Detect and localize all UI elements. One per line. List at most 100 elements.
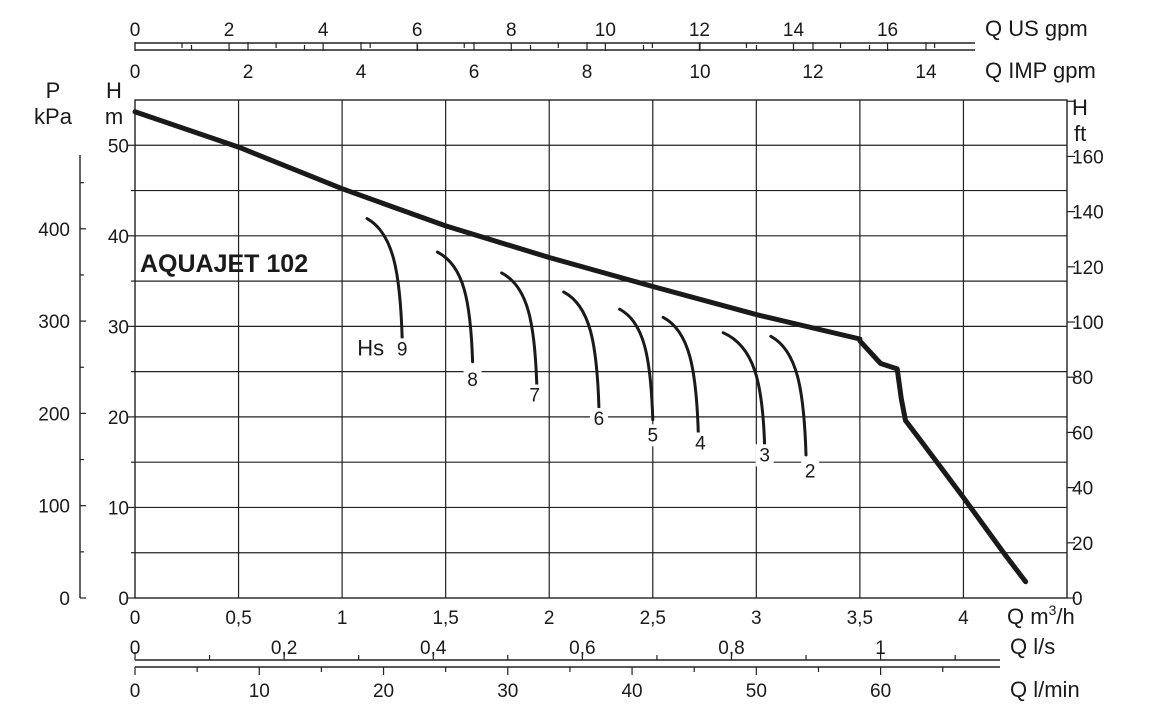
suction-prefix-label: Hs: [357, 335, 384, 360]
q-usgpm-tick-label: 8: [506, 20, 517, 41]
feet-tick-label: 100: [1072, 313, 1104, 334]
q-lmin-tick-label: 50: [746, 681, 767, 702]
pressure-tick-label: 0: [59, 589, 70, 610]
q-impgpm-tick-label: 12: [802, 62, 823, 83]
pressure-axis-unit: kPa: [34, 104, 73, 129]
suction-label-bg: [643, 424, 662, 447]
suction-curve-6: [562, 290, 601, 409]
q-lmin-axis-label: Q l/min: [1010, 677, 1080, 702]
feet-tick-label: 60: [1072, 423, 1093, 444]
h-m-tick-label: 20: [108, 408, 129, 429]
q-m3h-tick-label: 2: [544, 608, 555, 629]
feet-tick-label: 40: [1072, 479, 1093, 500]
q-m3h-tick-label: 3: [751, 608, 762, 629]
grid: [134, 99, 1068, 599]
q-impgpm-tick-label: 6: [469, 62, 480, 83]
suction-label-bg: [525, 384, 544, 407]
suction-label-9: 9: [397, 339, 408, 360]
pressure-tick-label: 200: [38, 404, 70, 425]
feet-tick-label: 20: [1072, 534, 1093, 555]
suction-curve-7: [500, 271, 539, 387]
pressure-tick-label: 400: [38, 220, 70, 241]
q-usgpm-tick-label: 0: [130, 20, 141, 41]
q-usgpm-tick-label: 16: [877, 20, 898, 41]
pressure-tick-label: 300: [38, 312, 70, 333]
axes: 01020304050Hm0100200300400PkPa0204060801…: [34, 16, 1104, 702]
q-lmin-tick-label: 40: [621, 681, 642, 702]
q-impgpm-tick-label: 14: [915, 62, 937, 83]
suction-label-6: 6: [594, 409, 605, 430]
q-ls-tick-label: 0,8: [718, 638, 744, 659]
q-m3h-tick-label: 1: [337, 608, 348, 629]
q-usgpm-tick-label: 2: [224, 20, 235, 41]
h-m-tick-label: 0: [118, 589, 129, 610]
feet-axis-unit: ft: [1074, 121, 1086, 146]
pressure-axis-label: P: [46, 78, 61, 103]
h-m-tick-label: 10: [108, 498, 129, 519]
suction-curve-3: [721, 331, 767, 447]
q-ls-tick-label: 0,2: [271, 638, 297, 659]
q-ls-axis-label: Q l/s: [1010, 634, 1055, 659]
q-usgpm-tick-label: 4: [318, 20, 329, 41]
pump-curve: [132, 109, 1029, 585]
suction-curve-5: [618, 307, 655, 422]
q-impgpm-axis-label: Q IMP gpm: [985, 58, 1096, 83]
q-m3h-tick-label: 4: [958, 608, 969, 629]
feet-axis-label: H: [1072, 95, 1088, 120]
q-ls-tick-label: 0: [130, 638, 141, 659]
q-lmin-tick-label: 0: [130, 681, 141, 702]
q-lmin-tick-label: 60: [870, 681, 891, 702]
main-curve-group: [132, 109, 1029, 585]
h-m-tick-label: 40: [108, 227, 129, 248]
h-m-tick-label: 50: [108, 136, 129, 157]
pressure-tick-label: 100: [38, 497, 70, 518]
suction-label-bg: [691, 432, 710, 455]
q-ls-tick-label: 1: [875, 638, 886, 659]
q-usgpm-tick-label: 6: [412, 20, 423, 41]
q-impgpm-tick-label: 8: [582, 62, 593, 83]
q-m3h-tick-label: 2,5: [640, 608, 666, 629]
suction-label-3: 3: [759, 445, 770, 466]
h-m-tick-label: 30: [108, 317, 129, 338]
suction-label-5: 5: [647, 425, 658, 446]
q-impgpm-tick-label: 4: [356, 62, 367, 83]
q-ls-tick-label: 0,6: [569, 638, 595, 659]
q-impgpm-tick-label: 0: [130, 62, 141, 83]
plot-frame: [134, 99, 1068, 599]
suction-label-bg: [393, 338, 412, 361]
q-usgpm-tick-label: 14: [783, 20, 805, 41]
q-impgpm-tick-label: 10: [689, 62, 710, 83]
suction-label-7: 7: [529, 386, 540, 407]
suction-curves: 9 8 7 6 5 4 3 2 Hs: [357, 217, 820, 483]
q-usgpm-axis-label: Q US gpm: [985, 16, 1088, 41]
suction-label-bg: [755, 444, 774, 467]
suction-curve-8: [435, 250, 475, 364]
q-lmin-tick-label: 20: [373, 681, 394, 702]
suction-label-8: 8: [467, 370, 478, 391]
q-m3h-tick-label: 1,5: [432, 608, 458, 629]
q-m3h-tick-label: 0,5: [225, 608, 251, 629]
feet-tick-label: 120: [1072, 258, 1104, 279]
feet-tick-label: 140: [1072, 203, 1104, 224]
q-m3h-tick-label: 3,5: [847, 608, 873, 629]
feet-tick-label: 160: [1072, 147, 1104, 168]
suction-curve-9: [365, 217, 404, 341]
suction-curve-2: [769, 334, 808, 457]
suction-label-bg: [463, 369, 482, 392]
suction-label-4: 4: [695, 434, 706, 455]
feet-tick-label: 80: [1072, 368, 1093, 389]
q-m3h-tick-label: 0: [130, 608, 141, 629]
suction-curve-4: [661, 315, 700, 435]
suction-label-bg: [801, 460, 820, 483]
suction-label-bg: [589, 408, 608, 431]
h-m-axis-unit: m: [105, 104, 123, 129]
suction-label-2: 2: [805, 462, 816, 483]
feet-tick-label: 0: [1072, 589, 1083, 610]
h-m-axis-label: H: [106, 78, 122, 103]
chart-title: AQUAJET 102: [140, 250, 308, 278]
q-ls-tick-label: 0,4: [420, 638, 447, 659]
q-usgpm-tick-label: 12: [689, 20, 710, 41]
q-lmin-tick-label: 10: [249, 681, 270, 702]
q-usgpm-tick-label: 10: [595, 20, 616, 41]
